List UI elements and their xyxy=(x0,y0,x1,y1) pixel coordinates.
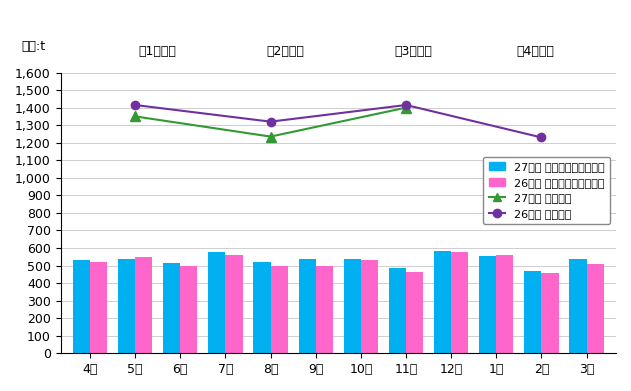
Text: 第2四半期: 第2四半期 xyxy=(267,45,305,59)
Bar xyxy=(271,265,288,353)
Bar xyxy=(479,256,497,353)
Bar xyxy=(225,255,242,353)
Bar xyxy=(180,265,198,353)
Bar xyxy=(541,273,558,353)
Bar xyxy=(316,266,333,353)
Bar xyxy=(298,258,316,353)
Bar xyxy=(389,268,406,353)
Bar xyxy=(118,259,135,353)
Legend: 27年度 ステーション・拠点, 26年度 ステーション・拠点, 27年度 集団回収, 26年度 集団回収: 27年度 ステーション・拠点, 26年度 ステーション・拠点, 27年度 集団回… xyxy=(483,157,610,224)
Bar xyxy=(497,255,514,353)
Bar xyxy=(587,264,604,353)
Bar xyxy=(135,257,152,353)
Bar xyxy=(254,262,271,353)
Bar xyxy=(361,260,378,353)
Bar xyxy=(344,258,361,353)
Bar xyxy=(451,251,468,353)
Text: 第3四半期: 第3四半期 xyxy=(394,45,432,59)
Bar xyxy=(406,272,423,353)
Text: 第4四半期: 第4四半期 xyxy=(517,45,555,59)
Bar xyxy=(90,262,107,353)
Bar xyxy=(73,260,90,353)
Text: 単位:t: 単位:t xyxy=(21,40,46,53)
Bar xyxy=(163,263,180,353)
Bar xyxy=(570,258,587,353)
Text: 第1四半期: 第1四半期 xyxy=(139,45,177,59)
Bar xyxy=(434,251,451,353)
Bar xyxy=(524,271,541,353)
Bar xyxy=(208,252,225,353)
